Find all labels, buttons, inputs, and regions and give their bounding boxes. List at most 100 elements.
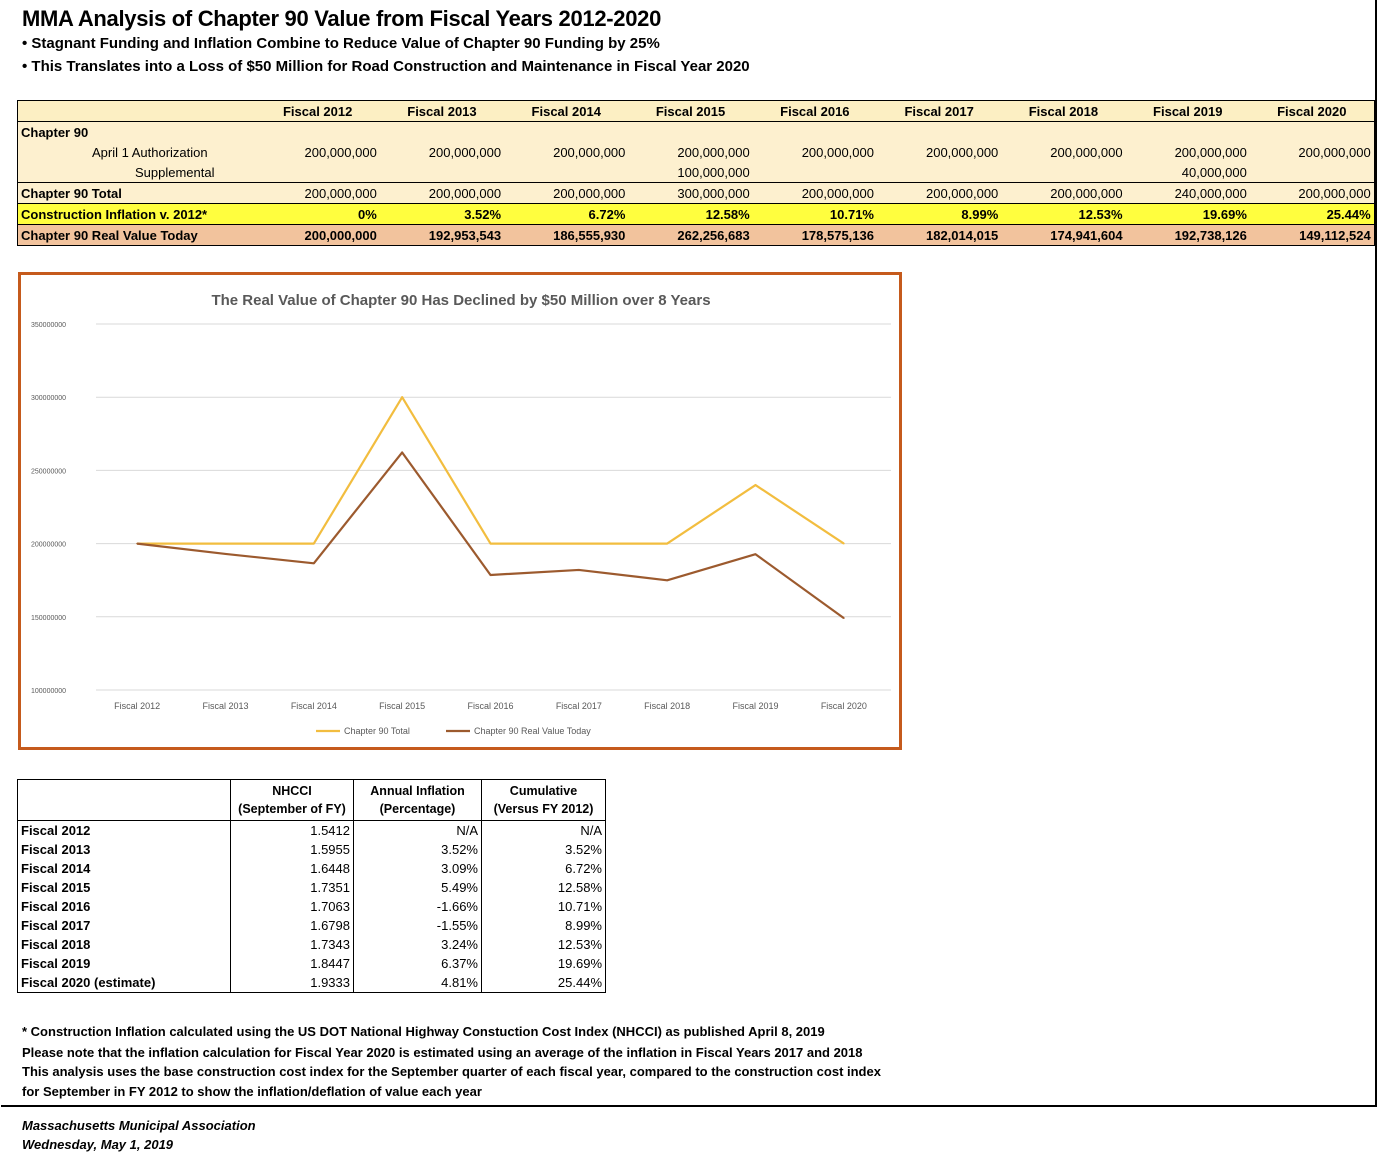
y-tick-label: 300000000 xyxy=(31,395,66,402)
april-cell: 200,000,000 xyxy=(504,142,629,162)
inflation-cell: 3.52% xyxy=(379,203,505,225)
legend-label: Chapter 90 Total xyxy=(344,726,410,736)
real-value-cell: 192,953,543 xyxy=(379,224,505,246)
nhcci-row: Fiscal 2020 (estimate) 1.9333 4.81% 25.44% xyxy=(17,973,606,993)
x-tick-label: Fiscal 2017 xyxy=(556,701,602,711)
supplemental-label: Supplemental xyxy=(17,162,256,183)
x-tick-label: Fiscal 2014 xyxy=(291,701,337,711)
supplemental-row: Supplemental 100,000,000 40,000,000 xyxy=(17,162,1375,183)
nhcci-cum-cell: 3.52% xyxy=(481,840,606,859)
april-cell: 200,000,000 xyxy=(1249,142,1375,162)
nhcci-header-blank xyxy=(17,779,231,821)
nhcci-nhcci-cell: 1.8447 xyxy=(230,954,354,973)
inflation-cell: 12.53% xyxy=(1001,203,1126,225)
inflation-cell: 12.58% xyxy=(628,203,753,225)
year-header-cell: Fiscal 2016 xyxy=(752,100,877,122)
section-cell xyxy=(1001,121,1126,142)
nhcci-annual-cell: N/A xyxy=(353,820,482,840)
year-header-cell: Fiscal 2012 xyxy=(255,100,380,122)
nhcci-row: Fiscal 2012 1.5412 N/A N/A xyxy=(17,820,606,840)
y-tick-label: 250000000 xyxy=(31,468,66,475)
real-value-cell: 149,112,524 xyxy=(1249,224,1375,246)
section-cell xyxy=(504,121,629,142)
year-header-cell: Fiscal 2013 xyxy=(379,100,505,122)
nhcci-annual-cell: 3.09% xyxy=(353,859,482,878)
nhcci-nhcci-cell: 1.6448 xyxy=(230,859,354,878)
page-frame xyxy=(1,0,1377,1107)
section-cell xyxy=(1249,121,1375,142)
total-cell: 200,000,000 xyxy=(379,182,505,204)
nhcci-row: Fiscal 2017 1.6798 -1.55% 8.99% xyxy=(17,916,606,935)
supplemental-cell: 100,000,000 xyxy=(628,162,753,183)
total-row: Chapter 90 Total 200,000,000 200,000,000 2… xyxy=(17,182,1375,204)
data-point xyxy=(578,569,580,571)
data-point xyxy=(666,542,668,545)
section-row: Chapter 90 xyxy=(17,121,1375,142)
nhcci-year-cell: Fiscal 2014 xyxy=(17,859,231,878)
nhcci-nhcci-cell: 1.9333 xyxy=(230,973,354,993)
real-value-cell: 262,256,683 xyxy=(628,224,753,246)
section-label: Chapter 90 xyxy=(17,121,256,142)
year-header-cell: Fiscal 2015 xyxy=(628,100,753,122)
footnote-3: This analysis uses the base construction… xyxy=(22,1064,881,1079)
total-cell: 200,000,000 xyxy=(255,182,380,204)
supplemental-cell xyxy=(1001,162,1126,183)
april-label: April 1 Authorization xyxy=(17,142,256,162)
supplemental-cell xyxy=(1249,162,1375,183)
section-cell xyxy=(752,121,877,142)
x-tick-label: Fiscal 2019 xyxy=(732,701,778,711)
section-cell xyxy=(255,121,380,142)
footnote-2: Please note that the inflation calculati… xyxy=(22,1045,863,1060)
line-chart: The Real Value of Chapter 90 Has Decline… xyxy=(18,272,902,750)
real-value-cell: 200,000,000 xyxy=(255,224,380,246)
nhcci-cum-cell: 8.99% xyxy=(481,916,606,935)
nhcci-cum-cell: 12.53% xyxy=(481,935,606,954)
data-point xyxy=(666,579,668,582)
april-cell: 200,000,000 xyxy=(1001,142,1126,162)
legend-label: Chapter 90 Real Value Today xyxy=(474,726,591,736)
bullet-2: • This Translates into a Loss of $50 Mil… xyxy=(22,58,750,75)
april-cell: 200,000,000 xyxy=(379,142,505,162)
page-title: MMA Analysis of Chapter 90 Value from Fi… xyxy=(22,6,662,31)
nhcci-year-cell: Fiscal 2020 (estimate) xyxy=(17,973,231,993)
supplemental-cell xyxy=(255,162,380,183)
total-cell: 200,000,000 xyxy=(1001,182,1126,204)
data-point xyxy=(754,553,757,556)
april-cell: 200,000,000 xyxy=(876,142,1002,162)
nhcci-header-annual: Annual Inflation (Percentage) xyxy=(353,779,482,821)
data-point xyxy=(224,553,227,555)
nhcci-year-cell: Fiscal 2019 xyxy=(17,954,231,973)
nhcci-header-index: NHCCI (September of FY) xyxy=(230,779,354,821)
data-point xyxy=(754,484,757,486)
total-cell: 240,000,000 xyxy=(1125,182,1250,204)
data-point xyxy=(401,451,403,454)
data-point xyxy=(313,542,315,545)
x-tick-label: Fiscal 2020 xyxy=(821,701,867,711)
april-cell: 200,000,000 xyxy=(1125,142,1250,162)
nhcci-year-cell: Fiscal 2016 xyxy=(17,897,231,916)
nhcci-row: Fiscal 2013 1.5955 3.52% 3.52% xyxy=(17,840,606,859)
data-point xyxy=(578,542,580,545)
nhcci-cum-cell: 12.58% xyxy=(481,878,606,897)
total-cell: 200,000,000 xyxy=(876,182,1002,204)
bullet-1: • Stagnant Funding and Inflation Combine… xyxy=(22,35,660,52)
data-point xyxy=(843,542,845,545)
real-value-cell: 182,014,015 xyxy=(876,224,1002,246)
inflation-cell: 19.69% xyxy=(1125,203,1250,225)
inflation-cell: 8.99% xyxy=(876,203,1002,225)
section-cell xyxy=(379,121,505,142)
footer-org: Massachusetts Municipal Association xyxy=(22,1118,256,1133)
y-tick-label: 150000000 xyxy=(31,615,66,622)
real-value-label: Chapter 90 Real Value Today xyxy=(17,224,256,246)
series-line-2 xyxy=(137,451,845,619)
total-cell: 200,000,000 xyxy=(504,182,629,204)
year-header-cell: Fiscal 2019 xyxy=(1125,100,1250,122)
nhcci-annual-cell: 3.24% xyxy=(353,935,482,954)
april-row: April 1 Authorization 200,000,000 200,000… xyxy=(17,142,1375,162)
total-cell: 200,000,000 xyxy=(1249,182,1375,204)
inflation-cell: 25.44% xyxy=(1249,203,1375,225)
data-point xyxy=(224,542,227,545)
nhcci-header-row: NHCCI (September of FY) Annual Inflation(… xyxy=(17,779,606,821)
total-cell: 200,000,000 xyxy=(752,182,877,204)
inflation-cell: 10.71% xyxy=(752,203,877,225)
